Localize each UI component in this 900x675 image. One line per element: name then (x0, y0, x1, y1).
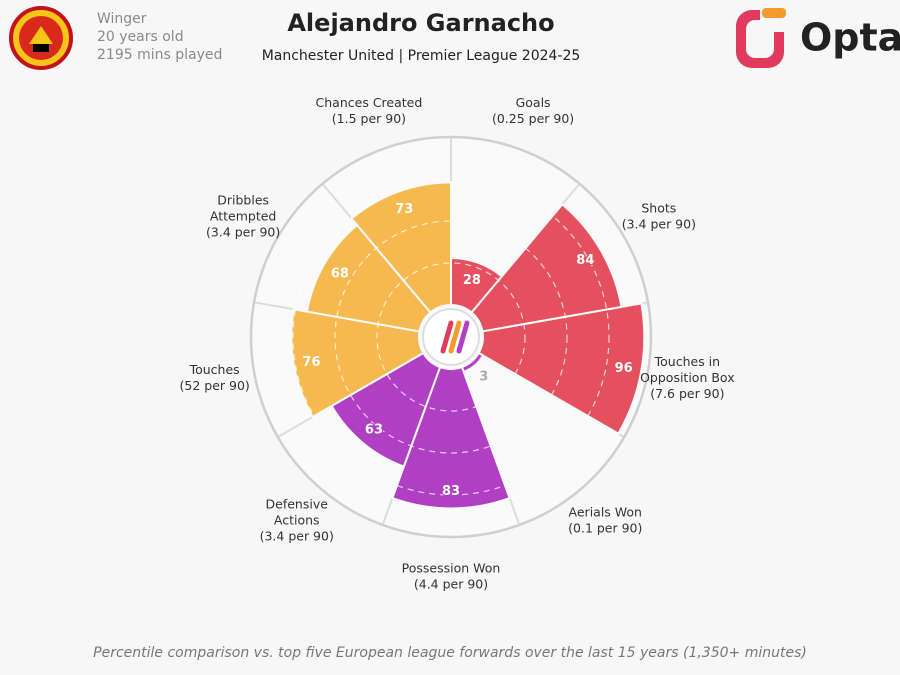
center-logo-stripe (440, 320, 454, 354)
value-label: 83 (442, 484, 460, 499)
chart-subtitle: Manchester United | Premier League 2024-… (262, 48, 581, 64)
value-label: 96 (615, 361, 633, 376)
per90-label: (3.4 per 90) (260, 528, 334, 543)
category-label: Goals (516, 95, 551, 110)
center-logo (422, 308, 480, 366)
category-label: Shots (641, 201, 676, 216)
player-age: 20 years old (97, 29, 184, 45)
bar (350, 181, 452, 314)
category-label: Opposition Box (640, 370, 735, 385)
per90-label: (0.25 per 90) (492, 111, 574, 126)
club-badge (9, 6, 73, 70)
value-label: 68 (331, 266, 349, 281)
category-label: Aerials Won (569, 504, 642, 519)
bar (477, 302, 646, 436)
category-label: Chances Created (316, 95, 423, 110)
per90-label: (4.4 per 90) (414, 577, 488, 592)
per90-label: (7.6 per 90) (650, 386, 724, 401)
brand-name: Opta (800, 16, 900, 60)
value-label: 28 (463, 273, 481, 288)
value-label: 63 (365, 422, 383, 437)
value-label: 3 (479, 370, 488, 385)
bar (305, 223, 432, 333)
bar (290, 308, 425, 419)
value-label: 84 (576, 253, 594, 268)
value-label: 76 (302, 355, 320, 370)
category-label: Touches in (654, 354, 720, 369)
category-label: Possession Won (402, 561, 501, 576)
category-label: Attempted (210, 209, 276, 224)
brand-logo: Opta (736, 8, 900, 68)
per90-label: (0.1 per 90) (568, 520, 642, 535)
category-label: Touches (189, 362, 240, 377)
grid-ring (292, 178, 610, 496)
category-label: Defensive (266, 496, 329, 511)
grid-ring (376, 262, 526, 412)
player-position: Winger (97, 11, 147, 27)
value-label: 73 (395, 202, 413, 217)
category-label: Actions (274, 512, 320, 527)
bar (391, 365, 511, 510)
per90-label: (1.5 per 90) (332, 111, 406, 126)
chart-title: Alejandro Garnacho (287, 9, 554, 37)
footnote: Percentile comparison vs. top five Europ… (93, 645, 807, 661)
per90-label: (3.4 per 90) (622, 217, 696, 232)
center-logo-stripe (456, 320, 470, 354)
center-logo-stripe (448, 320, 462, 354)
bar (330, 351, 442, 468)
per90-label: (3.4 per 90) (206, 225, 280, 240)
category-label: Dribbles (217, 193, 269, 208)
bar (470, 202, 623, 333)
outer-ring (249, 135, 653, 539)
per90-label: (52 per 90) (180, 378, 250, 393)
grid-ring (334, 220, 568, 454)
player-minutes: 2195 mins played (97, 47, 222, 63)
